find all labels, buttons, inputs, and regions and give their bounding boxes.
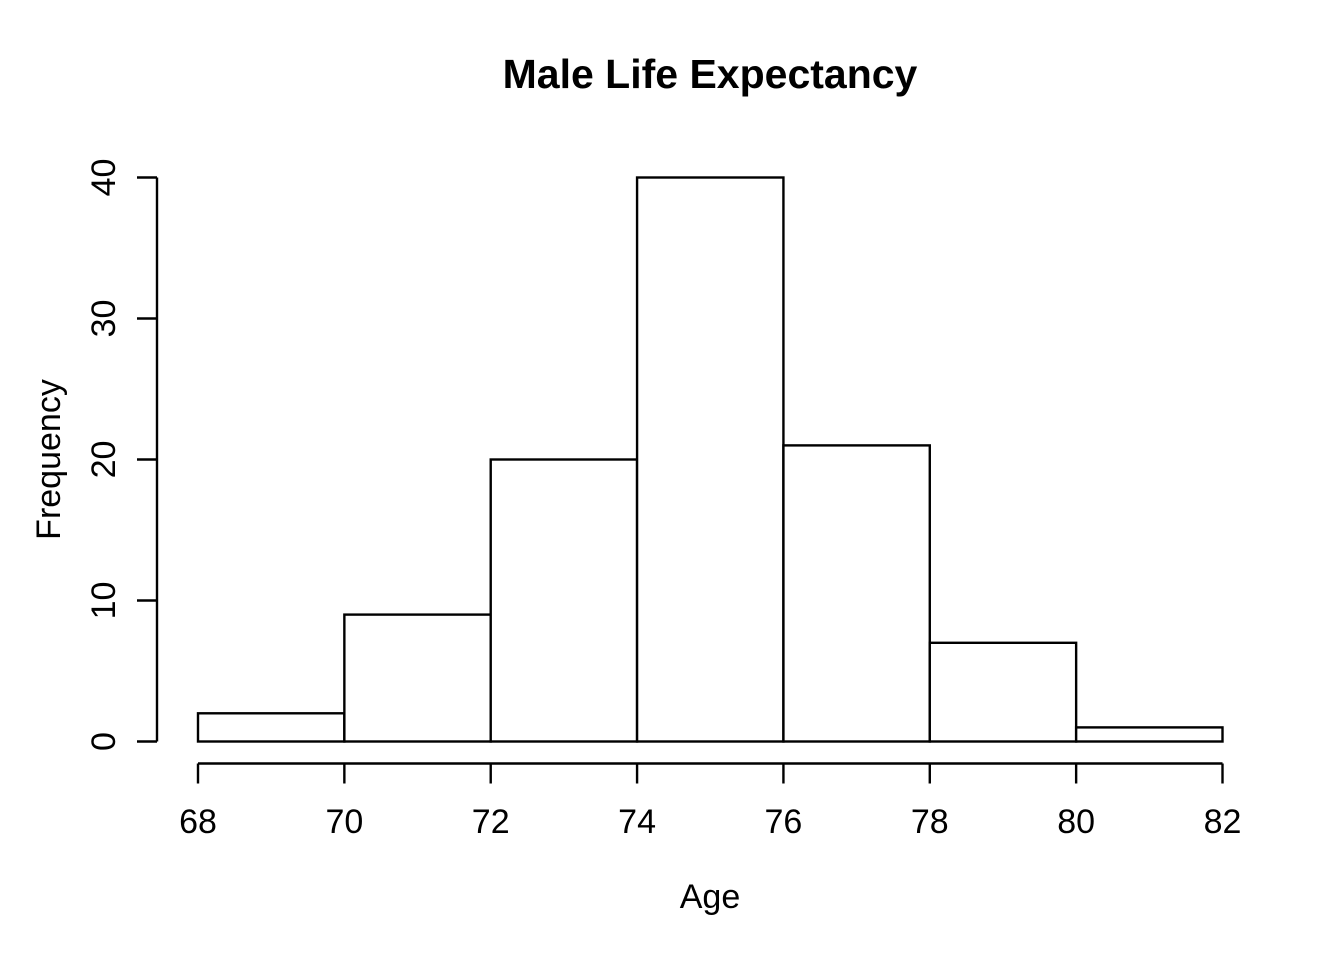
x-tick-label: 76 <box>765 803 803 841</box>
histogram-bar <box>635 176 785 743</box>
y-tick-label: 30 <box>85 300 123 338</box>
y-tick-label: 0 <box>85 732 123 751</box>
x-tick-label: 70 <box>325 803 363 841</box>
histogram-bar <box>196 712 346 743</box>
histogram-bar <box>1074 726 1224 743</box>
y-axis-label: Frequency <box>30 379 68 540</box>
x-tick-label: 74 <box>618 803 656 841</box>
y-tick-label: 10 <box>85 582 123 620</box>
histogram-bars <box>196 176 1224 743</box>
histogram-bar <box>489 458 639 743</box>
x-tick-label: 82 <box>1204 803 1242 841</box>
y-tick-label: 20 <box>85 441 123 479</box>
chart-title: Male Life Expectancy <box>503 51 918 97</box>
x-tick-label: 78 <box>911 803 949 841</box>
histogram-bar <box>343 613 492 743</box>
x-axis-label: Age <box>680 878 741 916</box>
x-tick-label: 80 <box>1057 803 1095 841</box>
x-tick-label: 68 <box>179 803 217 841</box>
histogram-bar <box>782 444 931 743</box>
y-tick-label: 40 <box>85 159 123 197</box>
histogram-bar <box>928 641 1078 743</box>
y-axis: 0 10 20 30 40 <box>85 159 159 751</box>
x-tick-label: 72 <box>472 803 510 841</box>
x-axis: 68 70 72 74 76 78 80 82 <box>179 762 1242 841</box>
